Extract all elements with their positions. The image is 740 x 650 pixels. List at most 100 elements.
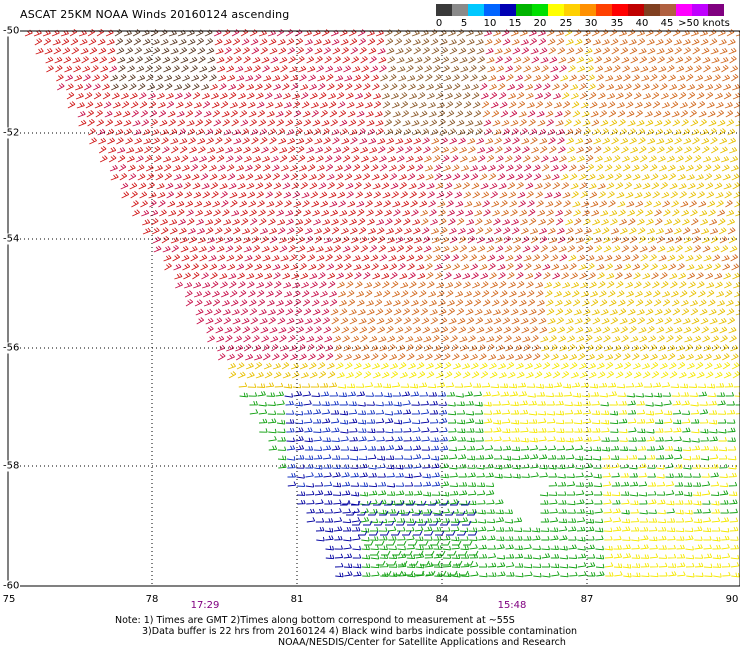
wind-barb <box>735 120 740 127</box>
wind-barb <box>530 48 539 55</box>
wind-barb <box>673 454 683 460</box>
wind-barb <box>677 353 686 361</box>
wind-barb <box>568 65 576 73</box>
wind-barb <box>334 535 343 541</box>
wind-barb <box>315 246 324 253</box>
wind-barb <box>368 236 377 244</box>
wind-barb <box>201 92 210 100</box>
wind-barb <box>404 570 414 576</box>
wind-barb <box>400 101 409 109</box>
wind-barb <box>349 455 359 461</box>
wind-barb <box>376 445 386 451</box>
wind-barb <box>605 361 614 370</box>
wind-barb <box>291 371 300 379</box>
wind-barb <box>542 361 551 370</box>
wind-barb <box>658 545 667 550</box>
wind-barb <box>575 472 584 478</box>
wind-barb <box>228 92 237 100</box>
wind-barb <box>624 182 632 190</box>
wind-barb <box>487 552 497 559</box>
wind-barb <box>733 101 740 109</box>
wind-barb <box>502 128 510 136</box>
wind-barb <box>189 146 197 154</box>
wind-barb <box>348 401 357 406</box>
wind-barb <box>591 410 601 416</box>
wind-barb <box>242 47 250 55</box>
wind-barb <box>574 455 584 461</box>
wind-barb <box>507 83 516 91</box>
wind-barb <box>521 146 530 154</box>
wind-barb <box>593 473 602 479</box>
wind-barb <box>573 309 582 316</box>
wind-barb <box>376 428 385 433</box>
wind-barb <box>616 290 625 298</box>
wind-barb <box>710 146 719 154</box>
wind-barb <box>696 92 705 100</box>
wind-barb <box>590 110 599 118</box>
wind-barb <box>632 263 641 271</box>
wind-barb <box>682 427 691 433</box>
wind-barb <box>370 536 379 541</box>
wind-barb <box>196 37 204 46</box>
wind-barb <box>155 173 164 181</box>
wind-barb <box>287 473 296 478</box>
wind-barb <box>623 173 632 181</box>
wind-barb <box>623 572 632 578</box>
wind-barb <box>286 38 295 46</box>
wind-barb <box>297 55 305 64</box>
wind-barb <box>117 56 126 64</box>
wind-barb <box>208 164 217 172</box>
wind-barb <box>709 317 718 325</box>
wind-barb <box>300 92 309 100</box>
wind-barb <box>583 455 593 461</box>
wind-barb <box>405 244 413 253</box>
wind-barb <box>611 491 621 497</box>
wind-barb <box>243 155 252 163</box>
wind-barb <box>243 146 251 154</box>
wind-barb <box>632 74 640 82</box>
wind-barb <box>176 110 185 118</box>
wind-barb <box>729 517 739 523</box>
wind-barb <box>267 418 277 424</box>
wind-barb <box>583 227 592 235</box>
wind-barb <box>404 490 414 496</box>
wind-barb <box>180 154 189 163</box>
wind-barb <box>577 164 586 172</box>
wind-barb <box>407 263 415 271</box>
wind-barb <box>412 510 422 516</box>
wind-barb <box>210 83 218 91</box>
wind-barb <box>623 74 631 82</box>
wind-barb <box>377 463 386 469</box>
wind-barb <box>465 209 474 217</box>
wind-barb <box>557 137 565 145</box>
wind-barb <box>490 281 498 289</box>
wind-barb <box>272 172 280 181</box>
wind-barb <box>175 281 183 289</box>
wind-barb <box>517 382 527 388</box>
wind-barb <box>532 344 540 352</box>
wind-barb <box>676 536 685 541</box>
wind-barb <box>475 428 484 433</box>
wind-barb <box>565 227 574 235</box>
wind-barb <box>55 65 63 73</box>
wind-barb <box>478 544 487 550</box>
wind-barb <box>56 74 64 82</box>
wind-barb <box>496 254 505 262</box>
wind-barb <box>463 101 472 109</box>
wind-barb <box>551 362 560 370</box>
wind-barb <box>651 281 660 289</box>
wind-barb <box>487 535 496 541</box>
wind-barb <box>585 334 593 343</box>
wind-barb <box>293 298 302 307</box>
wind-barb <box>504 146 512 154</box>
wind-barb <box>478 65 486 73</box>
wind-barb <box>388 255 397 262</box>
wind-barb <box>544 192 553 199</box>
wind-barb <box>631 66 640 73</box>
wind-barb <box>330 410 340 415</box>
wind-barb <box>126 155 135 163</box>
wind-barb <box>465 120 474 127</box>
wind-barb <box>364 101 373 109</box>
wind-barb <box>376 455 386 461</box>
wind-barb <box>405 526 415 532</box>
